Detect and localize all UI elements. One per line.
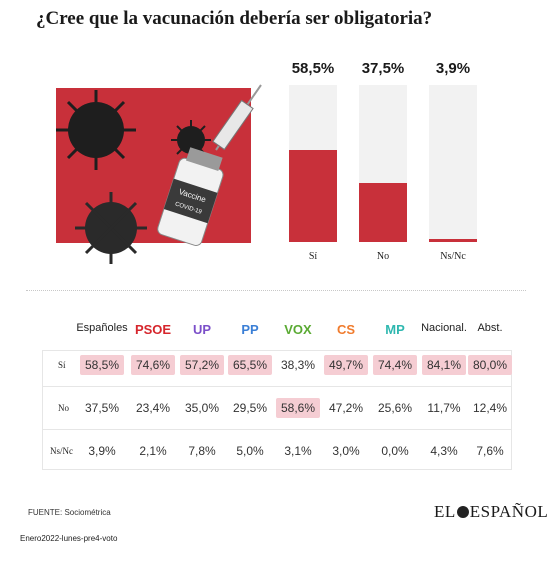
logo-right: ESPAÑOL <box>469 502 549 521</box>
table-cell: 2,1% <box>139 444 167 458</box>
table-cell: 29,5% <box>232 401 268 415</box>
row-label: Ns/Nc <box>50 446 73 456</box>
table-cell: 5,0% <box>236 444 264 458</box>
el-espanol-logo: EL ESPAÑOL <box>434 502 548 522</box>
results-table: Españoles PSOE UP PP VOX CS MP Nacional. Abst. S… <box>22 312 514 472</box>
column-header: Españoles <box>76 322 128 334</box>
bar-track <box>289 85 337 242</box>
table-cell: 47,2% <box>328 401 364 415</box>
footer-caption: Enero2022-lunes-pre4-voto <box>20 534 118 543</box>
virus-icon <box>56 90 136 170</box>
column-header: VOX <box>284 322 312 337</box>
syringe-icon <box>212 84 262 151</box>
bar-1 <box>359 183 407 242</box>
table-cell: 11,7% <box>427 401 461 415</box>
bar-category-label: Ns/Nc <box>440 251 466 262</box>
divider <box>26 290 526 291</box>
table-cell: 57,2% <box>180 355 224 375</box>
bar-category-label: No <box>376 251 390 262</box>
table-cell: 3,0% <box>332 444 360 458</box>
bar-track <box>429 85 477 242</box>
table-cell: 38,3% <box>280 358 316 372</box>
table-cell: 4,3% <box>430 444 458 458</box>
table-cell: 35,0% <box>184 401 220 415</box>
table-cell: 74,6% <box>131 355 175 375</box>
bar-0 <box>289 150 337 242</box>
virus-icon <box>75 192 147 264</box>
table-cell: 65,5% <box>228 355 272 375</box>
column-header: Nacional. <box>421 322 467 334</box>
column-header: UP <box>192 322 212 337</box>
table-cell: 3,9% <box>88 444 116 458</box>
bar-category-label: Sí <box>308 251 318 262</box>
bar-2 <box>429 239 477 242</box>
table-cell: 23,4% <box>135 401 171 415</box>
bar-value-label: 37,5% <box>361 60 405 77</box>
table-cell: 49,7% <box>324 355 368 375</box>
column-header: PSOE <box>134 322 172 337</box>
table-cell: 0,0% <box>381 444 409 458</box>
column-header: MP <box>385 322 405 337</box>
column-header: PP <box>241 322 259 337</box>
row-divider <box>42 429 512 430</box>
bar-value-label: 3,9% <box>435 60 471 77</box>
logo-left: EL <box>434 502 456 521</box>
chart-title: ¿Cree que la vacunación debería ser obli… <box>36 8 433 29</box>
table-cell: 58,5% <box>80 355 124 375</box>
table-cell: 12,4% <box>472 401 508 415</box>
table-cell: 7,8% <box>188 444 216 458</box>
table-cell: 25,6% <box>377 401 413 415</box>
table-cell: 84,1% <box>422 355 466 375</box>
bar-track <box>359 85 407 242</box>
table-cell: 74,4% <box>373 355 417 375</box>
row-label: Sí <box>58 360 66 370</box>
table-cell: 3,1% <box>284 444 312 458</box>
globe-icon <box>456 506 469 518</box>
row-label: No <box>58 403 69 413</box>
table-cell: 80,0% <box>468 355 512 375</box>
column-header: Abst. <box>477 322 503 334</box>
vaccine-illustration: Vaccine COVID-19 <box>56 84 262 264</box>
table-cell: 7,6% <box>476 444 504 458</box>
column-header: CS <box>336 322 356 337</box>
source-note: FUENTE: Sociométrica <box>28 508 111 517</box>
bar-value-label: 58,5% <box>291 60 335 77</box>
table-cell: 58,6% <box>276 398 320 418</box>
vaccine-vial-icon: Vaccine COVID-19 <box>157 147 224 246</box>
table-cell: 37,5% <box>84 401 120 415</box>
row-divider <box>42 386 512 387</box>
